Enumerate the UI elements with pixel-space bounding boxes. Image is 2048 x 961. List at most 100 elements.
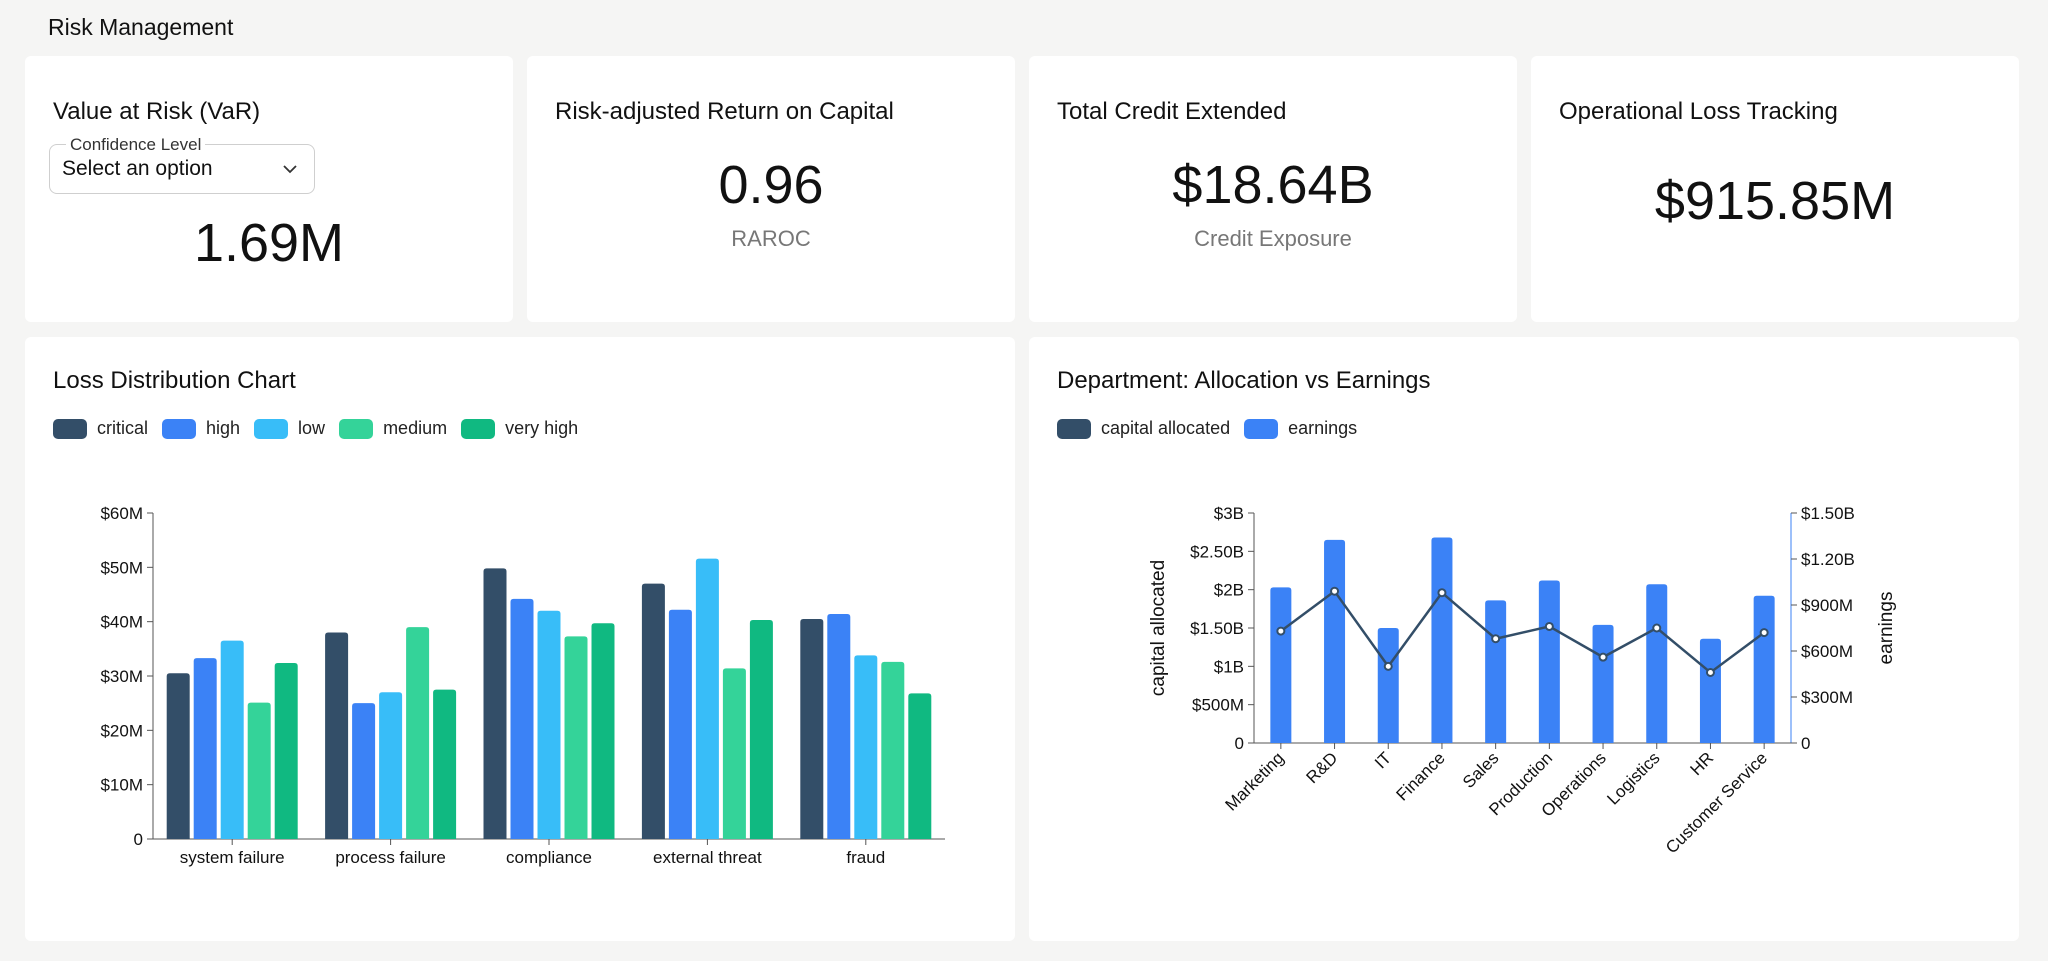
point-capital-allocated: [1598, 652, 1608, 662]
department-allocation-earnings-chart: 0 $500M $1B $1.50B $2B $2.50B $3B 0 $300M $600M $9…: [1148, 504, 1897, 857]
bar-earnings: [1270, 587, 1292, 743]
legend-label: low: [298, 418, 326, 438]
point-capital-allocated: [1276, 626, 1286, 636]
left-y-tick-label: $1B: [1214, 657, 1244, 676]
bar-earnings: [1753, 595, 1775, 743]
y-tick-label: $50M: [100, 558, 143, 577]
raroc-card: Risk-adjusted Return on Capital 0.96 RAR…: [527, 56, 1015, 322]
legend-swatch: [339, 418, 374, 439]
line-capital-allocated: [1280, 589, 1765, 675]
legend-swatch: [162, 418, 197, 439]
point-capital-allocated: [1383, 661, 1393, 671]
right-y-tick-label: $1.50B: [1801, 504, 1855, 523]
bar-high: [352, 703, 376, 839]
x-tick-label: Finance: [1393, 748, 1449, 804]
left-y-tick-label: $3B: [1214, 504, 1244, 523]
y-tick-label: $30M: [100, 667, 143, 686]
legend-swatch: [254, 418, 289, 439]
y-tick-label: $40M: [100, 613, 143, 632]
bar-critical: [800, 618, 824, 839]
left-y-tick-label: $2.50B: [1190, 542, 1244, 561]
bar-critical: [325, 632, 349, 839]
x-tick-label: compliance: [506, 848, 592, 867]
point-capital-allocated: [1705, 667, 1715, 677]
legend-item-low[interactable]: low: [254, 418, 325, 439]
bar-high: [668, 609, 692, 839]
bar-earnings: [1592, 624, 1614, 743]
bar-very-high: [908, 693, 932, 839]
x-tick-label: IT: [1371, 748, 1395, 772]
loss-chart-legend: critical high low medium very high: [53, 418, 592, 439]
loss-chart-card: Loss Distribution Chart critical high lo…: [25, 337, 1015, 941]
legend-item-very-high[interactable]: very high: [461, 418, 578, 439]
y-tick-label: $60M: [100, 504, 143, 523]
bar-medium: [247, 702, 271, 839]
confidence-level-select[interactable]: Confidence Level Select an option: [49, 135, 315, 194]
raroc-title: Risk-adjusted Return on Capital: [555, 98, 894, 125]
bar-medium: [881, 661, 905, 839]
legend-label: very high: [505, 418, 579, 438]
legend-item-capital-allocated[interactable]: capital allocated: [1057, 418, 1230, 439]
legend-label: capital allocated: [1101, 418, 1231, 438]
right-y-axis-title: earnings: [1876, 592, 1897, 665]
x-tick-label: process failure: [335, 848, 446, 867]
page-title: Risk Management: [48, 14, 234, 40]
legend-label: medium: [383, 418, 448, 438]
bar-medium: [564, 636, 588, 839]
bar-critical: [641, 583, 665, 839]
point-capital-allocated: [1330, 586, 1340, 596]
left-y-tick-label: $500M: [1192, 696, 1244, 715]
left-y-tick-label: 0: [1235, 734, 1244, 753]
chevron-down-icon: [283, 165, 297, 174]
right-y-tick-label: $300M: [1801, 688, 1853, 707]
left-y-tick-label: $2B: [1214, 581, 1244, 600]
x-tick-label: system failure: [180, 848, 285, 867]
right-y-tick-label: 0: [1801, 734, 1810, 753]
legend-item-critical[interactable]: critical: [53, 418, 148, 439]
y-tick-label: $10M: [100, 776, 143, 795]
left-y-axis-title: capital allocated: [1148, 560, 1169, 696]
legend-item-medium[interactable]: medium: [339, 418, 447, 439]
left-y-tick-label: $1.50B: [1190, 619, 1244, 638]
bar-very-high: [274, 662, 298, 839]
bar-earnings: [1324, 539, 1346, 743]
var-value: 1.69M: [193, 213, 345, 273]
loss-chart-title: Loss Distribution Chart: [53, 367, 296, 394]
point-capital-allocated: [1652, 623, 1662, 633]
bar-very-high: [591, 623, 615, 839]
x-tick-label: Customer Service: [1662, 748, 1771, 857]
oploss-card: Operational Loss Tracking $915.85M: [1531, 56, 2019, 322]
point-capital-allocated: [1759, 628, 1769, 638]
dept-chart-card: Department: Allocation vs Earnings capit…: [1029, 337, 2019, 941]
bar-low: [379, 692, 403, 839]
x-tick-label: Logistics: [1603, 748, 1663, 808]
point-capital-allocated: [1491, 634, 1501, 644]
legend-item-high[interactable]: high: [162, 418, 240, 439]
confidence-level-label: Confidence Level: [66, 135, 206, 155]
right-y-tick-label: $1.20B: [1801, 550, 1855, 569]
bar-low: [695, 558, 719, 839]
var-card: Value at Risk (VaR) Confidence Level Sel…: [25, 56, 513, 322]
right-y-tick-label: $900M: [1801, 596, 1853, 615]
raroc-sub: RAROC: [731, 226, 811, 251]
oploss-title: Operational Loss Tracking: [1559, 98, 1838, 125]
legend-item-earnings[interactable]: earnings: [1244, 418, 1357, 439]
bar-very-high: [433, 689, 457, 839]
bar-critical: [483, 568, 507, 839]
bar-earnings: [1485, 600, 1507, 743]
bar-high: [827, 614, 851, 839]
y-tick-label: 0: [134, 830, 143, 849]
legend-label: earnings: [1288, 418, 1358, 438]
point-capital-allocated: [1544, 621, 1554, 631]
y-tick-label: $20M: [100, 721, 143, 740]
bar-earnings: [1431, 537, 1453, 743]
oploss-value: $915.85M: [1654, 171, 1896, 231]
bar-high: [193, 658, 217, 839]
bar-low: [537, 610, 561, 839]
credit-title: Total Credit Extended: [1057, 98, 1287, 125]
bar-earnings: [1538, 580, 1560, 743]
bar-low: [220, 640, 244, 839]
x-tick-label: R&D: [1303, 748, 1342, 787]
right-y-tick-label: $600M: [1801, 642, 1853, 661]
x-tick-label: HR: [1686, 748, 1717, 779]
